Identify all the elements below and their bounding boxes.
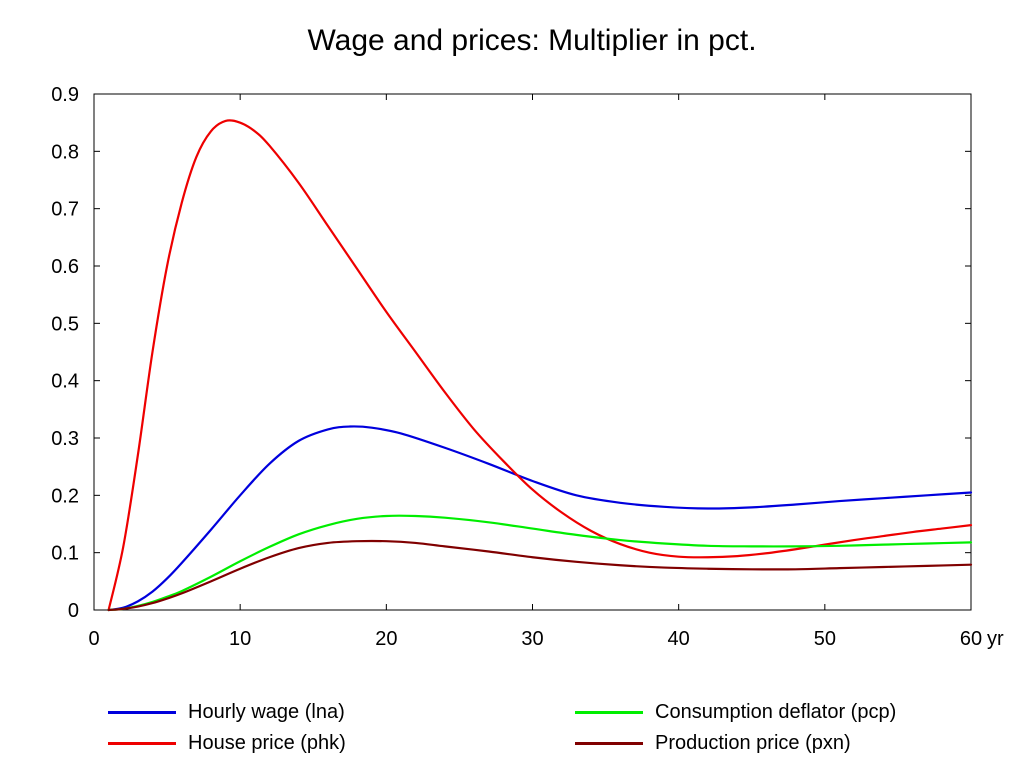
x-tick-label: 50 xyxy=(814,628,836,650)
y-axis: 0 0.1 0.2 0.3 0.4 0.5 0.6 0.7 0.8 0.9 xyxy=(51,84,971,622)
x-axis: 0 10 20 30 40 50 60 yr xyxy=(88,94,1004,650)
y-tick-label: 0.2 xyxy=(51,485,79,507)
legend-swatch-hourly-wage xyxy=(108,710,176,714)
series-line-3 xyxy=(107,539,973,612)
series-line-0 xyxy=(107,425,973,612)
y-tick-label: 0.8 xyxy=(51,141,79,163)
series-line-1 xyxy=(107,119,973,612)
x-tick-label: 40 xyxy=(668,628,690,650)
legend-label-production-price: Production price (pxn) xyxy=(655,731,851,754)
y-tick-label: 0.7 xyxy=(51,199,79,221)
plot-frame xyxy=(93,93,972,611)
legend-item-hourly-wage: Hourly wage (lna) xyxy=(108,697,345,727)
legend-swatch-consumption-deflator xyxy=(575,710,643,714)
legend-swatch-production-price xyxy=(575,741,643,745)
x-tick-label: 60 xyxy=(960,628,982,650)
y-tick-label: 0.6 xyxy=(51,256,79,278)
x-tick-label: 10 xyxy=(229,628,251,650)
x-tick-label: 0 xyxy=(88,628,99,650)
x-tick-label: 30 xyxy=(521,628,543,650)
legend-item-house-price: House price (phk) xyxy=(108,728,346,758)
x-tick-label: 20 xyxy=(375,628,397,650)
legend: Hourly wage (lna) House price (phk) Cons… xyxy=(0,697,1024,767)
series-line-2 xyxy=(107,514,973,612)
legend-label-consumption-deflator: Consumption deflator (pcp) xyxy=(655,700,897,723)
legend-swatch-house-price xyxy=(108,741,176,745)
x-unit-label: yr xyxy=(987,628,1004,650)
legend-label-hourly-wage: Hourly wage (lna) xyxy=(188,700,345,723)
y-tick-label: 0.1 xyxy=(51,543,79,565)
y-tick-label: 0.5 xyxy=(51,313,79,335)
legend-item-production-price: Production price (pxn) xyxy=(575,728,851,758)
chart-title: Wage and prices: Multiplier in pct. xyxy=(307,24,756,57)
legend-item-consumption-deflator: Consumption deflator (pcp) xyxy=(575,697,896,727)
series-lines xyxy=(107,119,973,612)
y-tick-label: 0.9 xyxy=(51,84,79,106)
legend-label-house-price: House price (phk) xyxy=(188,731,346,754)
y-tick-label: 0 xyxy=(68,600,79,622)
y-tick-label: 0.4 xyxy=(51,371,79,393)
y-tick-label: 0.3 xyxy=(51,428,79,450)
